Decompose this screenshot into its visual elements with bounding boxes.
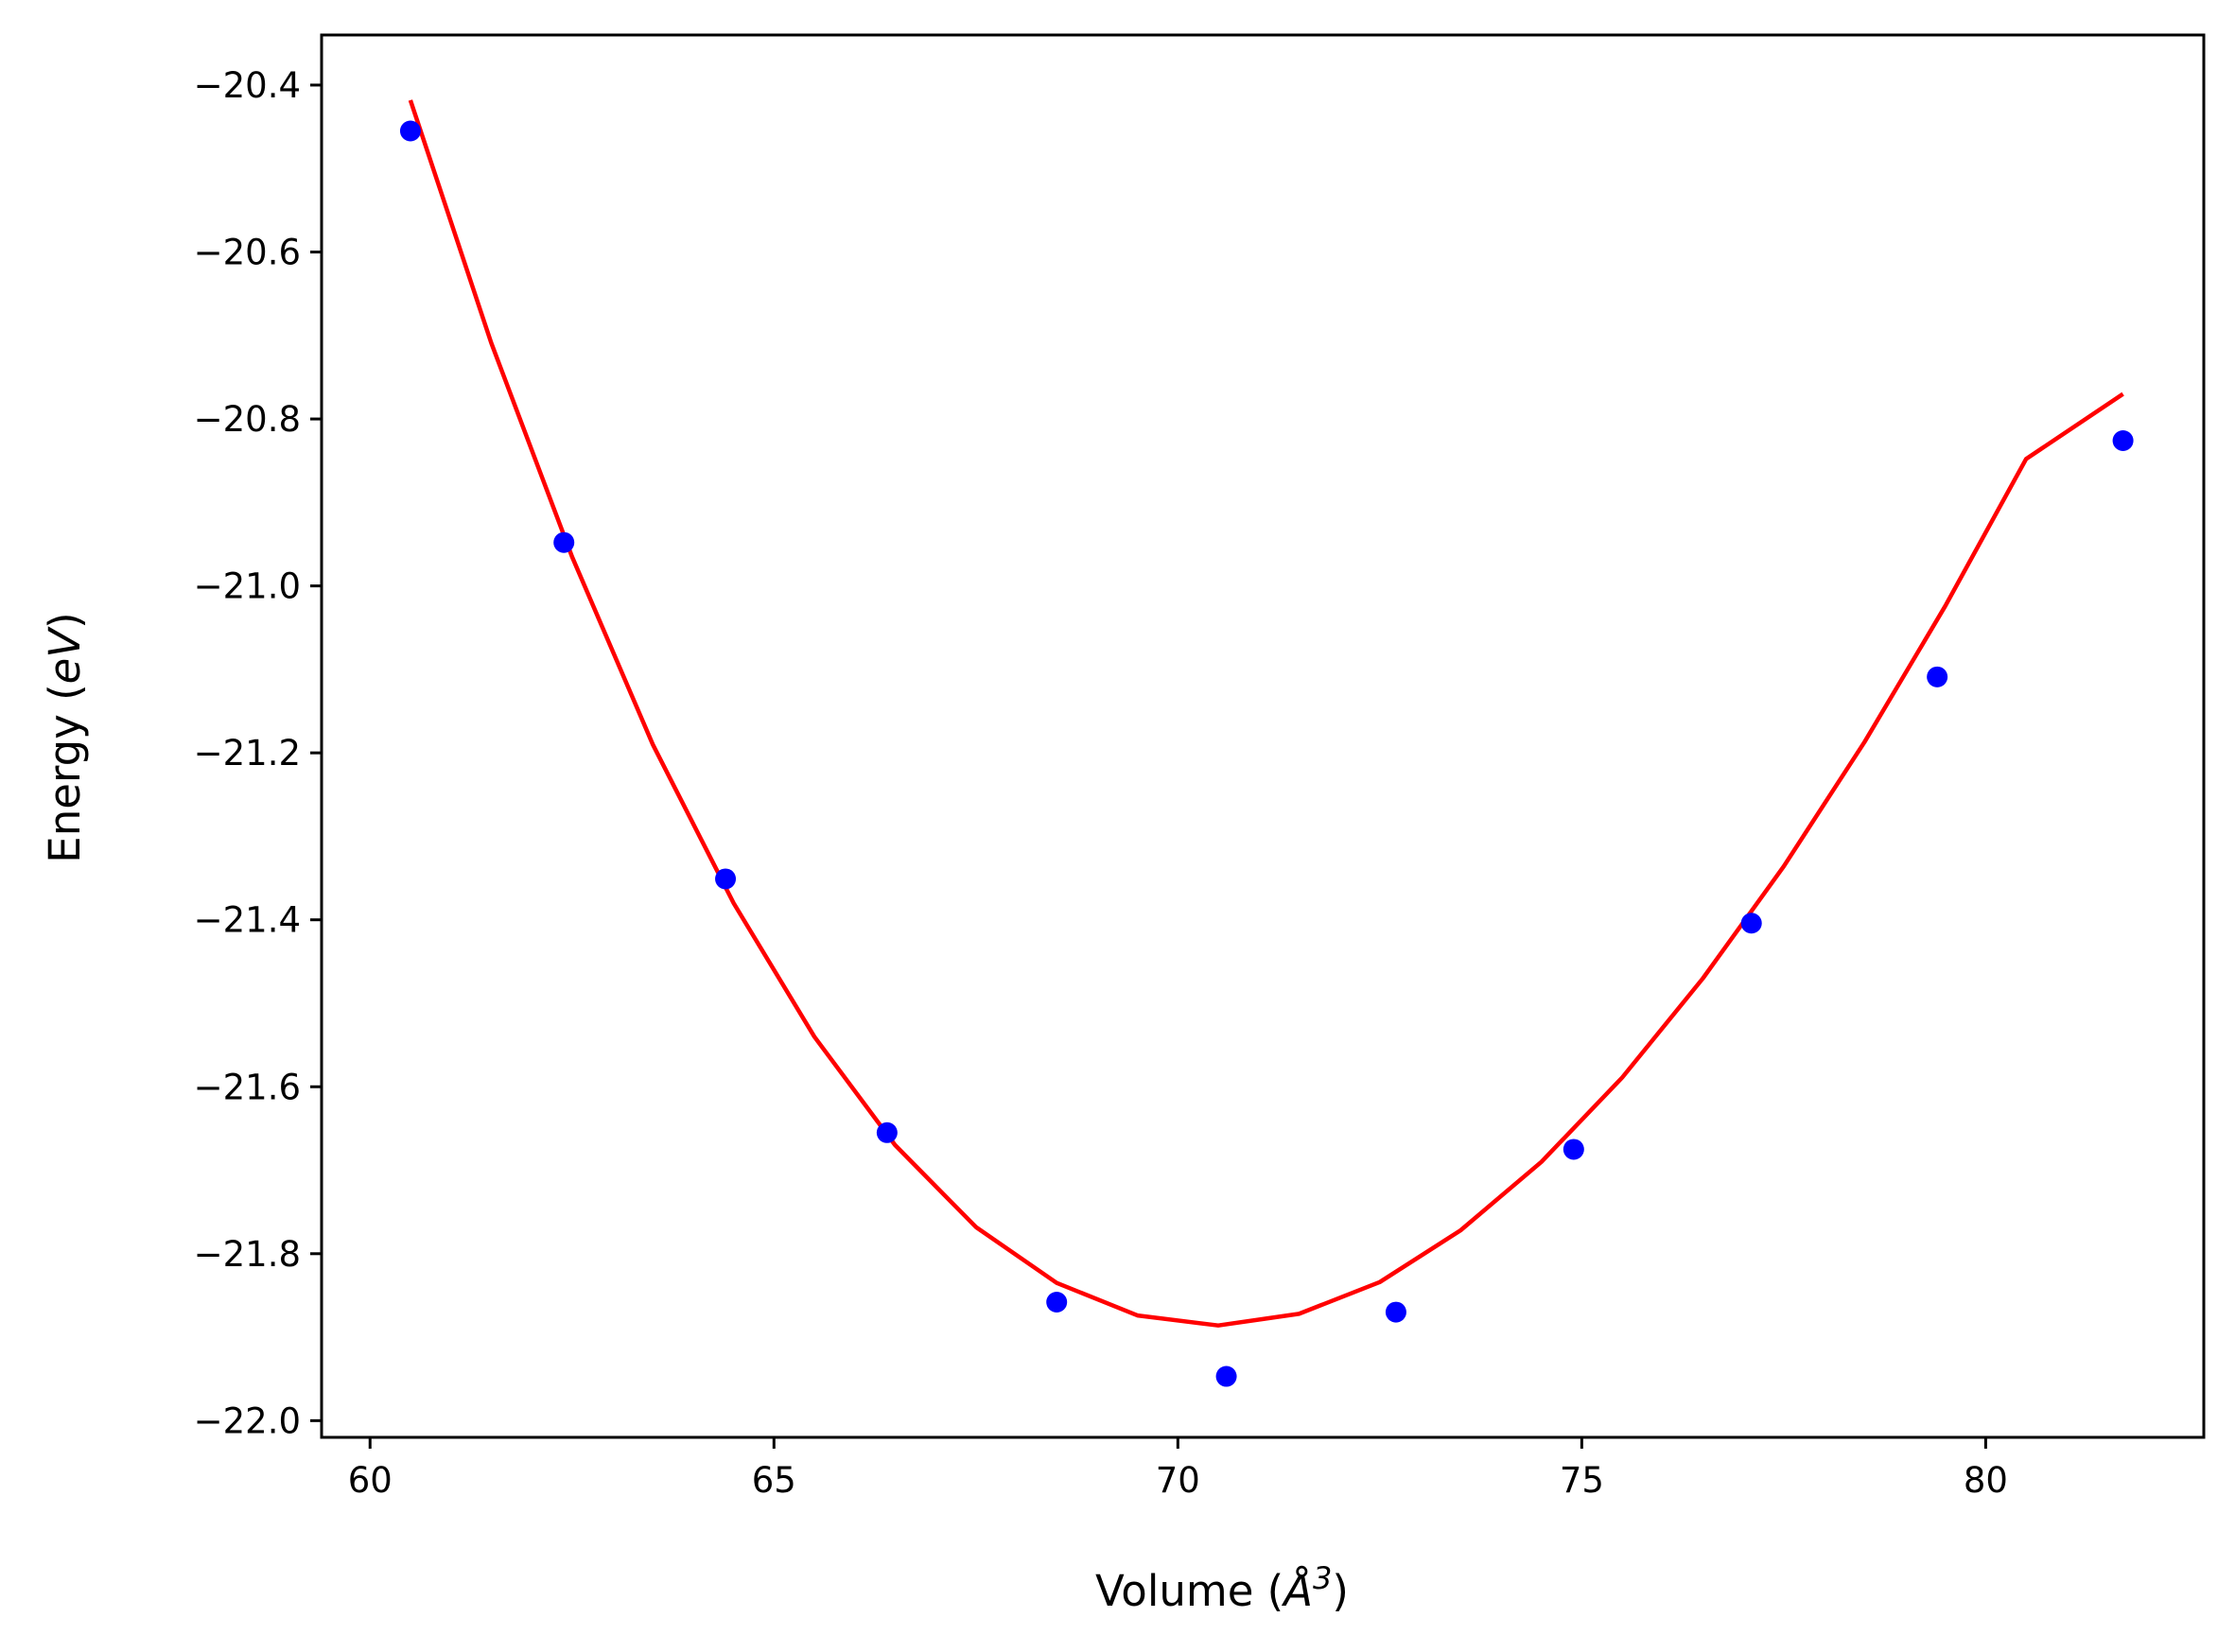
y-tick-label: −21.4 [194, 900, 301, 941]
data-point [1046, 1291, 1068, 1313]
data-point [399, 120, 421, 142]
fit-curve [408, 99, 2124, 1328]
x-axis-label: Volume (Å3) [1095, 1560, 1349, 1616]
y-tick-label: −22.0 [194, 1400, 301, 1441]
data-point [1740, 913, 1762, 934]
data-point [715, 868, 737, 890]
data-point [1385, 1301, 1406, 1323]
y-axis-label: Energy (eV) [40, 612, 90, 862]
y-tick-label: −21.0 [194, 566, 301, 607]
data-point [2112, 430, 2134, 452]
y-tick-label: −20.4 [194, 65, 301, 106]
x-tick-label: 60 [348, 1460, 393, 1501]
axes-frame [320, 33, 2206, 1439]
x-tick-label: 70 [1156, 1460, 1200, 1501]
x-tick-label: 75 [1560, 1460, 1604, 1501]
data-point [1927, 666, 1948, 687]
x-tick-label: 65 [752, 1460, 796, 1501]
data-point [1563, 1139, 1584, 1160]
y-tick-label: −21.2 [194, 733, 301, 774]
y-tick-label: −20.8 [194, 399, 301, 440]
y-tick-label: −21.6 [194, 1067, 301, 1107]
y-tick-label: −21.8 [194, 1234, 301, 1275]
x-tick-label: 80 [1964, 1460, 2008, 1501]
y-tick-label: −20.6 [194, 233, 301, 273]
axis-ticks: 60 65 70 75 80 −22.0 −21.8 −21.6 −21.4 −21.2 −21.0… [194, 65, 2008, 1501]
data-point [876, 1122, 898, 1143]
data-point [1215, 1365, 1237, 1387]
data-point [553, 531, 575, 553]
plot-area [399, 99, 2134, 1387]
